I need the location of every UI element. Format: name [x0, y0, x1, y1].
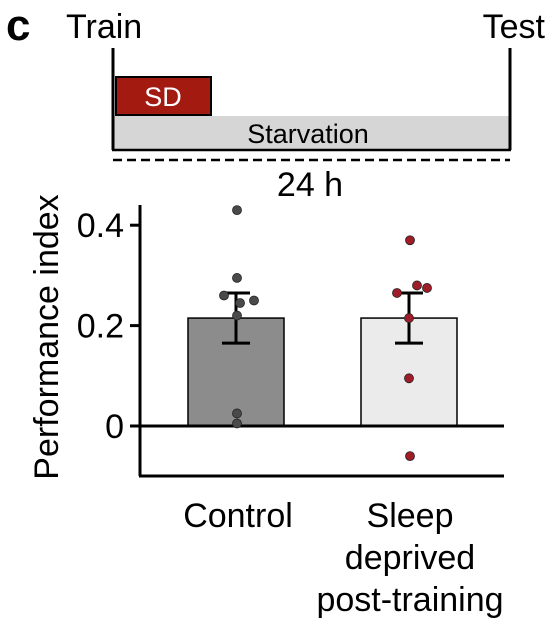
sd-label: SD [144, 82, 182, 112]
y-tick-label: 0.2 [77, 308, 124, 346]
data-point [232, 418, 242, 429]
starvation-label: Starvation [247, 119, 369, 149]
timeline-end-label: Test [483, 8, 546, 46]
data-point [232, 310, 242, 321]
data-point [232, 408, 242, 419]
data-point [232, 273, 242, 283]
y-tick-label: 0 [105, 408, 124, 446]
duration-label: 24 h [277, 166, 343, 204]
data-point [404, 373, 414, 384]
data-point [422, 283, 432, 293]
data-point [219, 290, 229, 301]
panel-letter: c [6, 1, 30, 50]
data-points [219, 205, 432, 462]
x-category-label: deprived [345, 539, 475, 577]
timeline-start-label: Train [66, 8, 142, 46]
bars [187, 317, 458, 427]
data-point [235, 298, 245, 308]
x-category-label: post-training [316, 581, 503, 619]
x-category-label: Control [183, 497, 293, 535]
y-ticks: 0 0.2 0.4 [77, 207, 140, 446]
data-point [405, 451, 415, 462]
data-point [405, 235, 415, 246]
starvation-box [113, 116, 510, 150]
data-point [392, 288, 402, 298]
timeline-schematic: Train Test Starvation SD 24 h [66, 8, 546, 204]
y-tick-label: 0.4 [77, 207, 124, 245]
data-point [404, 313, 414, 323]
y-axis-label: Performance index [28, 194, 66, 479]
x-category-labels: Control Sleep deprived post-training [183, 497, 503, 619]
performance-chart: Performance index 0 0.2 0.4 Control Sleep de… [28, 194, 504, 619]
sd-box [115, 76, 212, 116]
data-point [232, 205, 242, 216]
data-point [249, 295, 259, 306]
x-category-label: Sleep [367, 497, 454, 535]
data-point [412, 280, 422, 291]
